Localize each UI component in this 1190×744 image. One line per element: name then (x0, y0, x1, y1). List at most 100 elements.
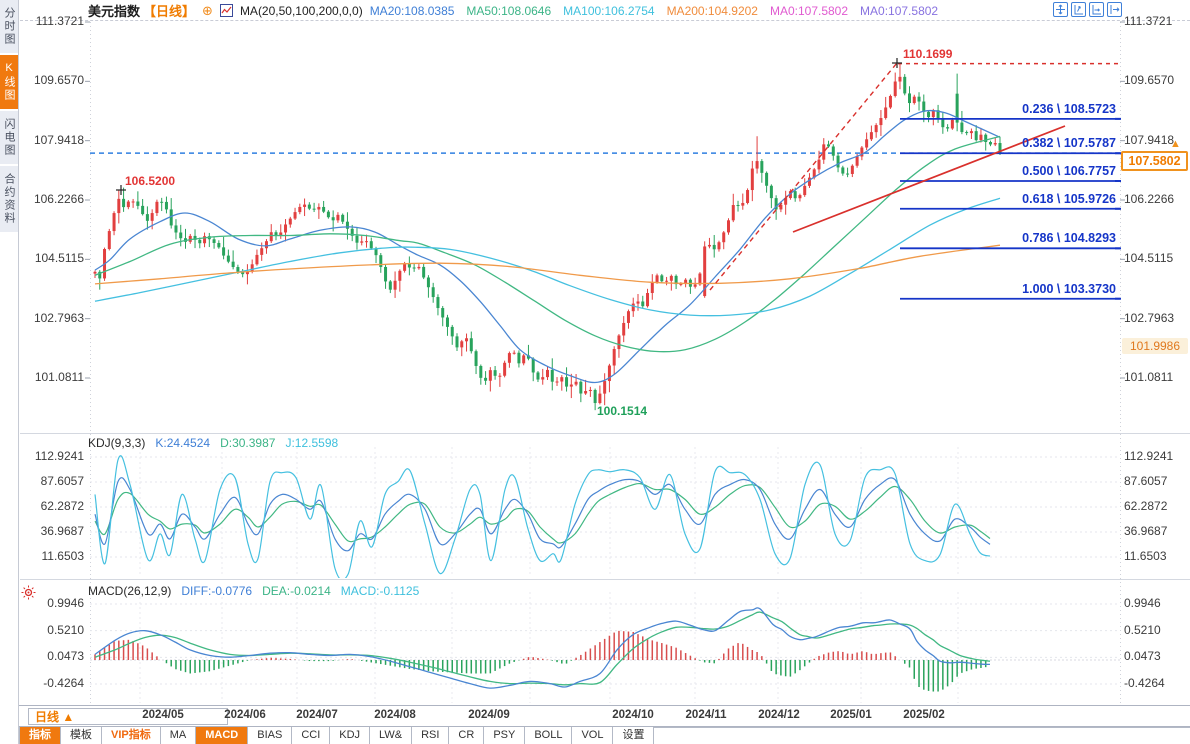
chart-header: 美元指数 【日线】 ⊕ MA(20,50,100,200,0,0) MA20:1… (88, 2, 938, 20)
left-sidebar: 分时图 K线图闪电图合约资料 (0, 0, 19, 744)
chart-toolbar (1053, 2, 1122, 17)
indicator-value: J:12.5598 (285, 436, 339, 450)
kdj-header: KDJ(9,3,3) K:24.4524 D:30.3987 J:12.5598 (88, 436, 338, 450)
ma-value: MA50:108.0646 (466, 3, 552, 18)
indicator-settings-icon[interactable] (21, 585, 36, 600)
y-axis-label-right: 0.9946 (1124, 596, 1161, 610)
sidebar-item-4[interactable]: 合约资料 (0, 166, 18, 232)
price-annotation: 110.1699 (903, 47, 953, 61)
y-axis-label-left: 0.0473 (47, 649, 84, 664)
y-axis-label-right: 101.0811 (1124, 370, 1174, 384)
ma-params: MA(20,50,100,200,0,0) (239, 3, 363, 18)
period-selector[interactable]: 日线 ▲ (28, 708, 228, 725)
x-axis-date: 2024/06 (224, 709, 266, 721)
y-axis-label-right: 107.9418 (1124, 132, 1175, 147)
x-axis-date: 2024/10 (612, 709, 654, 721)
indicator-value: MACD:-0.1125 (340, 584, 420, 598)
indicator-value: DIFF:-0.0776 (181, 584, 253, 598)
kdj-values: K:24.4524 D:30.3987 J:12.5598 (155, 436, 338, 450)
x-axis-date: 2025/02 (903, 709, 945, 721)
y-axis-label-right: 102.7963 (1124, 310, 1175, 325)
x-axis-date: 2024/08 (374, 709, 416, 721)
go-latest-icon[interactable] (1107, 2, 1122, 17)
y-axis-label-left: 111.3721 (35, 14, 84, 28)
y-axis-label-left: 107.9418 (33, 132, 84, 147)
ma-value: MA0:107.5802 (860, 3, 939, 18)
tab-BIAS[interactable]: BIAS (248, 727, 293, 744)
y-axis-label-left: 104.5115 (34, 251, 84, 266)
tab-PSY[interactable]: PSY (484, 727, 526, 744)
tab-MA[interactable]: MA (160, 727, 197, 744)
y-axis-label-left: 112.9241 (34, 449, 84, 463)
price-up-arrow-icon: ▲ (1170, 138, 1181, 150)
y-axis-label-left: 102.7963 (33, 310, 84, 325)
period-tag: 【日线】 (143, 4, 196, 19)
pan-icon[interactable] (1053, 2, 1068, 17)
macd-header: MACD(26,12,9) DIFF:-0.0776 DEA:-0.0214 MAC… (88, 584, 419, 598)
tabbar-filler (654, 727, 1190, 744)
x-axis-row: 日线 ▲ 2024/05 2024/06 2024/07 2024/08 2024/09… (19, 705, 1190, 727)
ma-legend: MA20:108.0385 MA50:108.0646 MA100:106.2754… (370, 4, 938, 18)
sidebar-item-2[interactable]: K线图 (0, 55, 18, 109)
macd-name: MACD(26,12,9) (88, 584, 172, 598)
y-axis-label-right: 36.9687 (1124, 524, 1168, 538)
x-axis-date: 2024/07 (296, 709, 338, 721)
tab-模板[interactable]: 模板 (61, 727, 102, 744)
tab-指标[interactable]: 指标 (19, 727, 61, 744)
fibonacci-label: 0.236 \ 108.5723 (1022, 101, 1116, 116)
tab-KDJ[interactable]: KDJ (330, 727, 371, 744)
y-axis-label-left: -0.4264 (43, 676, 84, 690)
y-axis-label-left: 11.6503 (41, 549, 85, 563)
kline-chart-icon[interactable] (219, 4, 233, 17)
y-axis-label-left: 0.5210 (47, 622, 84, 637)
header-separator (20, 20, 1190, 21)
indicator-value: D:30.3987 (220, 436, 276, 450)
current-price-tag: 107.5802 (1121, 151, 1188, 171)
tab-CR[interactable]: CR (449, 727, 485, 744)
add-compare-icon[interactable]: ⊕ (202, 2, 213, 18)
fit-x-axis-icon[interactable] (1089, 2, 1104, 17)
y-axis-label-left: 87.6057 (40, 473, 84, 488)
tab-VIP指标[interactable]: VIP指标 (102, 727, 161, 744)
fit-y-axis-icon[interactable] (1071, 2, 1086, 17)
tab-VOL[interactable]: VOL (572, 727, 614, 744)
instrument-title: 美元指数 (88, 4, 141, 19)
fibonacci-label: 0.500 \ 106.7757 (1022, 164, 1116, 178)
y-axis-label-right: 112.9241 (1124, 449, 1174, 463)
sidebar-item-3[interactable]: 闪电图 (0, 111, 18, 164)
indicator-value: K:24.4524 (155, 436, 211, 450)
tab-设置[interactable]: 设置 (613, 727, 655, 744)
tab-RSI[interactable]: RSI (412, 727, 450, 744)
ma-value: MA20:108.0385 (369, 3, 455, 18)
indicator-value: DEA:-0.0214 (262, 584, 331, 598)
fibonacci-label: 0.382 \ 107.5787 (1022, 136, 1116, 151)
y-axis-label-right: 62.2872 (1124, 499, 1168, 513)
y-axis-label-left: 0.9946 (47, 596, 84, 610)
y-axis-label-right: 0.0473 (1124, 649, 1161, 664)
y-axis-label-left: 62.2872 (40, 499, 84, 513)
tab-LW&[interactable]: LW& (370, 727, 413, 744)
y-axis-label-right: 109.6570 (1124, 73, 1175, 88)
y-axis-label-right: 106.2266 (1124, 192, 1175, 206)
ma-value: MA100:106.2754 (563, 3, 655, 18)
y-axis-label-left: 106.2266 (33, 192, 84, 206)
y-axis-label-right: 111.3721 (1124, 14, 1173, 28)
y-axis-label-right: 11.6503 (1124, 549, 1167, 563)
tab-BOLL[interactable]: BOLL (525, 727, 573, 744)
sidebar-item-1[interactable]: 分时图 (0, 0, 18, 53)
kdj-macd-separator (20, 579, 1190, 580)
y-axis-label-left: 109.6570 (33, 73, 84, 88)
price-kdj-separator (20, 433, 1190, 434)
price-annotation: 106.5200 (125, 174, 176, 188)
macd-values: DIFF:-0.0776 DEA:-0.0214 MACD:-0.1125 (181, 584, 419, 598)
x-axis-date: 2024/05 (142, 709, 184, 721)
y-axis-label-left: 101.0811 (34, 370, 84, 384)
fibonacci-label: 1.000 \ 103.3730 (1022, 281, 1116, 296)
ma-value: MA200:104.9202 (666, 3, 758, 18)
fibonacci-label: 0.786 \ 104.8293 (1022, 231, 1116, 246)
tab-CCI[interactable]: CCI (292, 727, 331, 744)
tab-MACD[interactable]: MACD (196, 727, 249, 744)
x-axis-date: 2024/12 (758, 709, 800, 721)
